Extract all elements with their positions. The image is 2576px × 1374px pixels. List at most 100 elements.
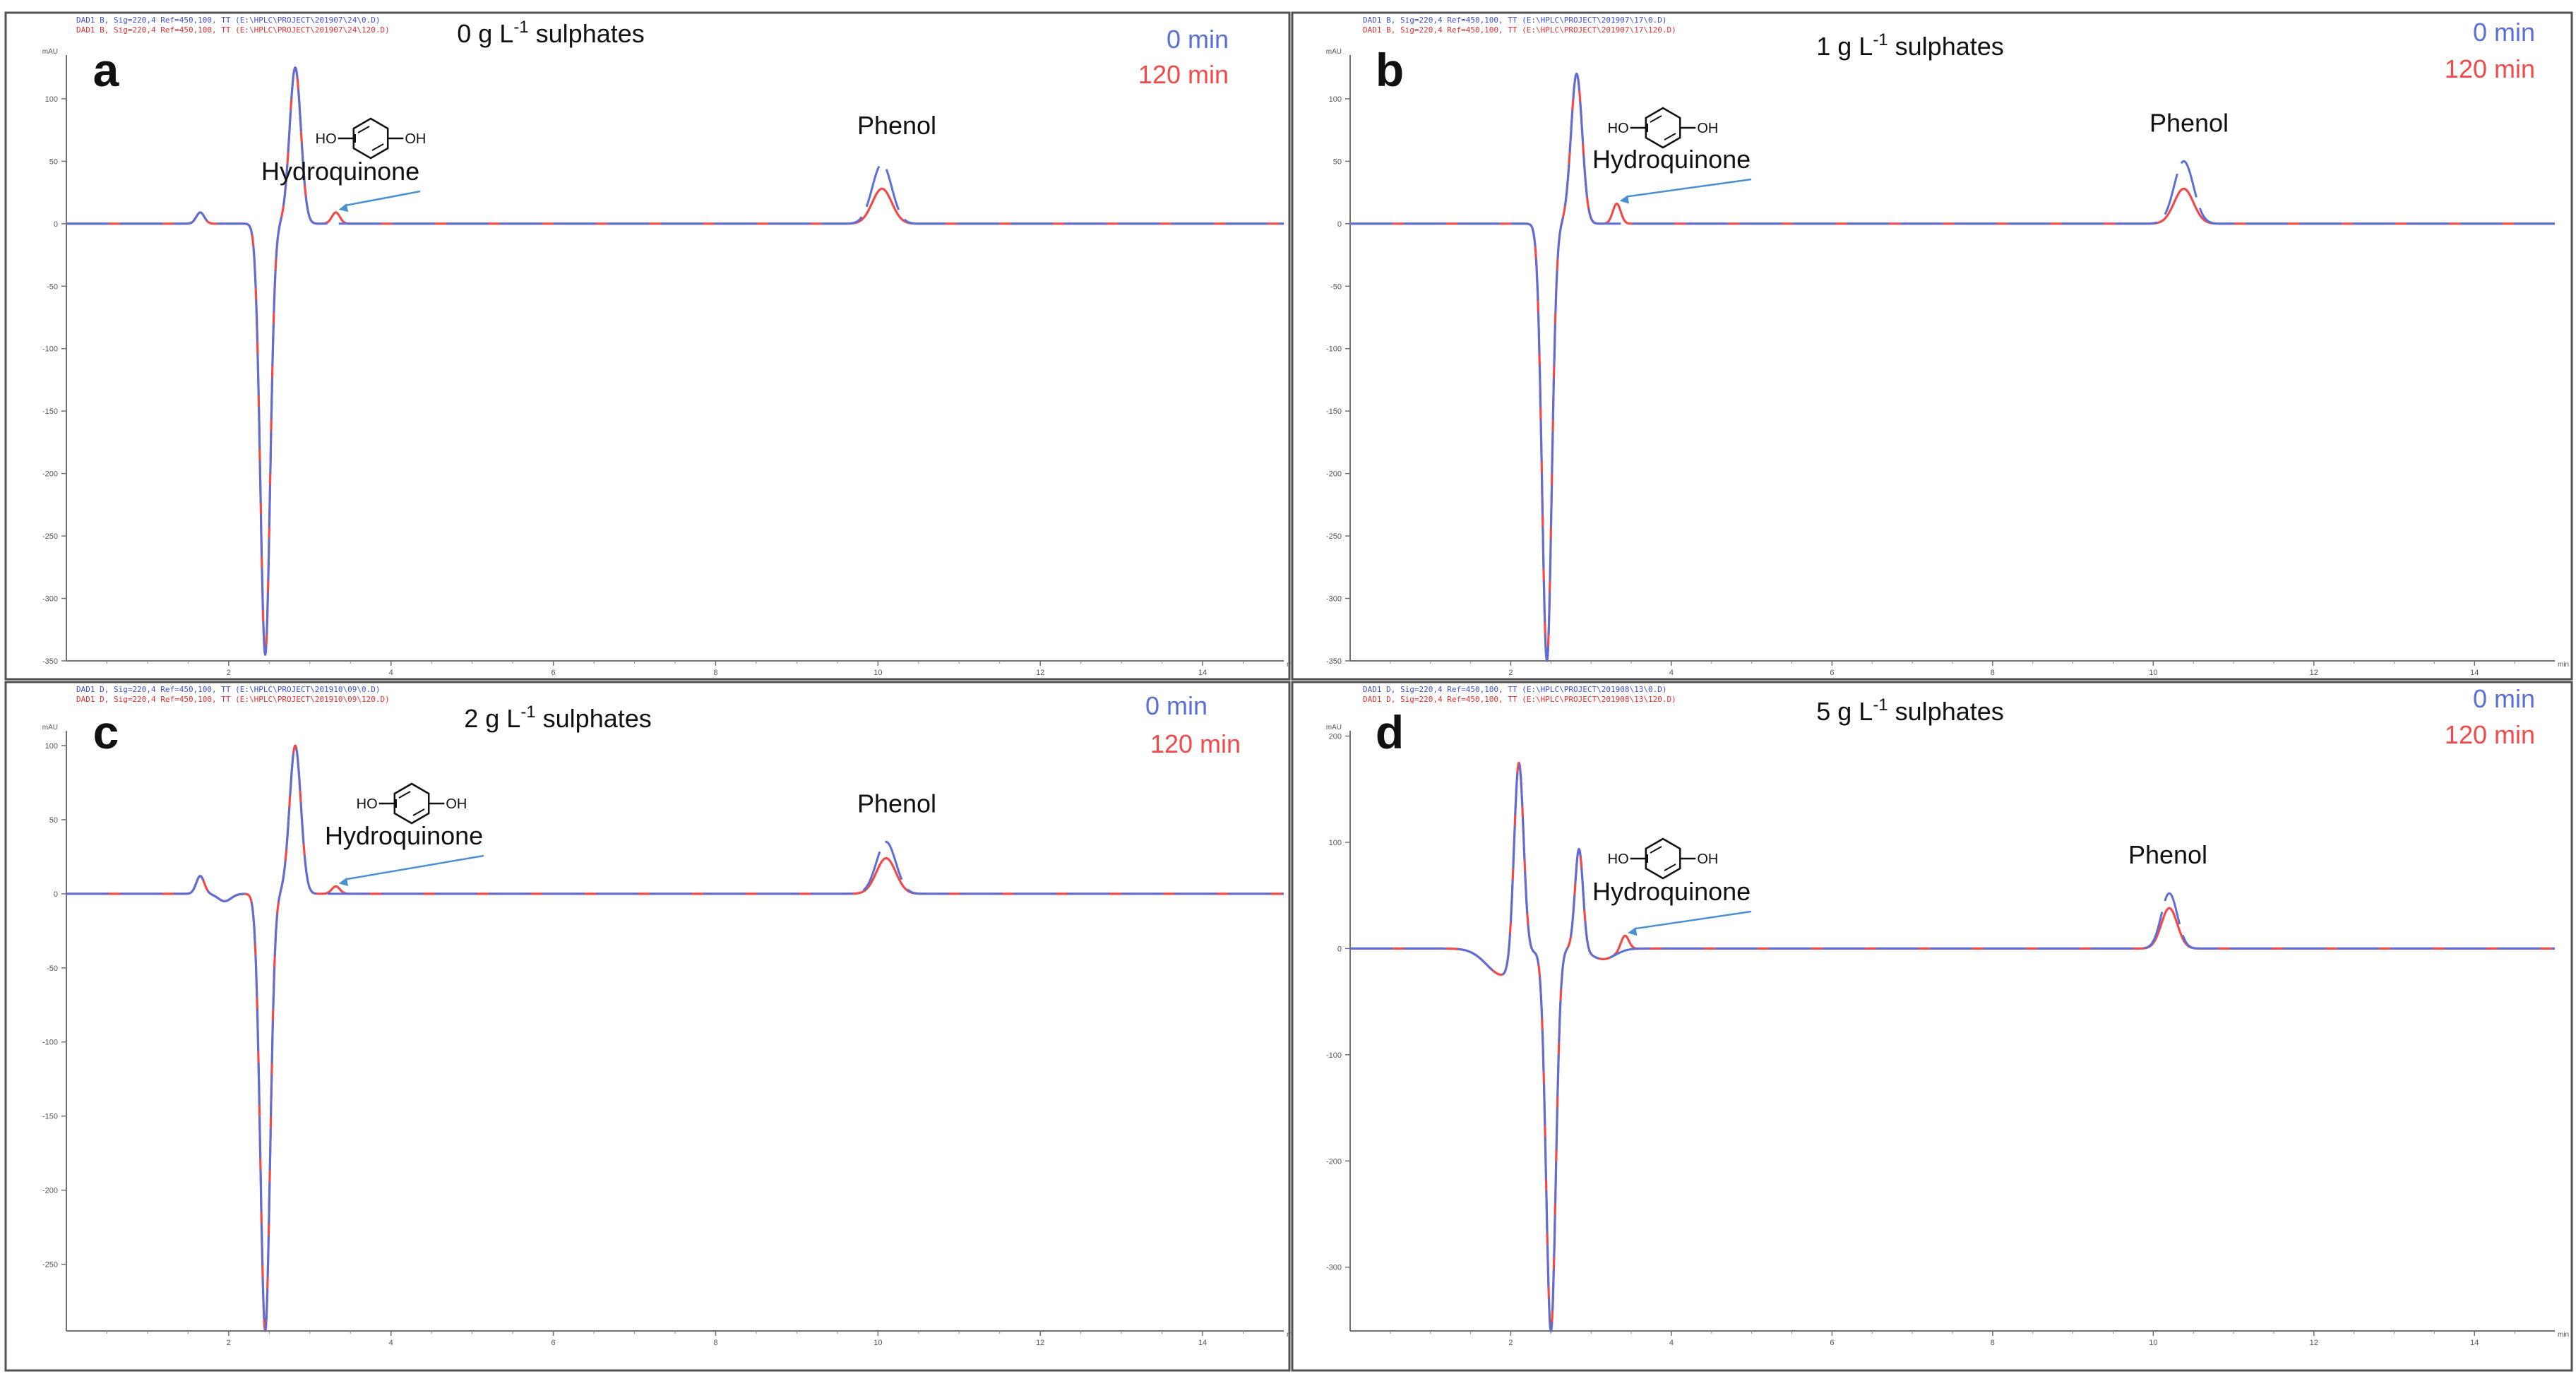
file-header-line: DAD1 D, Sig=220,4 Ref=450,100, TT (E:\HP… <box>76 685 380 694</box>
x-tick-label: 8 <box>1991 1339 1995 1347</box>
panel-frame <box>1291 681 2573 1372</box>
panel-title: 0 g L-1 sulphates <box>457 18 645 48</box>
hydroquinone-arrow <box>345 190 421 207</box>
x-tick-label: 12 <box>2310 669 2318 677</box>
y-tick-label: 0 <box>54 220 58 229</box>
hydroquinone-arrow-head <box>1619 195 1630 204</box>
x-tick-label: 2 <box>227 1339 231 1347</box>
y-tick-label: 100 <box>1329 95 1342 104</box>
chart-panel-c: DAD1 D, Sig=220,4 Ref=450,100, TT (E:\HP… <box>4 681 1298 1372</box>
y-tick-label: -100 <box>1326 345 1342 354</box>
title-superscript: -1 <box>1873 695 1888 715</box>
legend-120min: 120 min <box>2445 720 2535 749</box>
hydroquinone-structure: HO OH <box>316 117 426 160</box>
x-tick-label: 4 <box>389 669 393 677</box>
x-tick-label: 4 <box>389 1339 393 1347</box>
y-tick-label: -50 <box>47 282 58 291</box>
title-superscript: -1 <box>513 18 528 37</box>
hydroquinone-arrow <box>345 854 484 880</box>
panel-title: 5 g L-1 sulphates <box>1816 695 2004 726</box>
y-tick-label: -300 <box>1326 595 1342 604</box>
hydroquinone-arrow-head <box>338 203 349 213</box>
hydroquinone-label: Hydroquinone <box>261 157 419 186</box>
hydroquinone-arrow-head <box>338 878 349 886</box>
title-part: sulphates <box>536 704 652 733</box>
hydroquinone-label: Hydroquinone <box>325 821 483 850</box>
y-tick-label: 0 <box>1337 220 1342 229</box>
hydroquinone-arrow-head <box>1627 927 1638 936</box>
panel-frame <box>4 11 1291 681</box>
series-line-0min <box>1349 761 2556 1332</box>
x-tick-label: 14 <box>1198 669 1207 677</box>
file-header-line: DAD1 D, Sig=220,4 Ref=450,100, TT (E:\HP… <box>76 695 390 704</box>
ho-label: HO <box>357 796 378 812</box>
ho-label: HO <box>316 131 337 147</box>
y-tick-label: 100 <box>1329 839 1342 847</box>
oh-label: OH <box>1697 852 1718 867</box>
y-unit-label: mAU <box>1326 48 1342 56</box>
x-tick-label: 14 <box>1198 1339 1207 1347</box>
y-unit-label: mAU <box>1326 724 1342 731</box>
hydroquinone-structure: HO OH <box>357 782 467 825</box>
x-tick-label: 10 <box>2149 669 2157 677</box>
y-tick-label: -200 <box>1326 470 1342 479</box>
legend-120min: 120 min <box>1150 729 1241 758</box>
y-tick-label: -50 <box>47 964 58 973</box>
legend-0min: 0 min <box>1145 691 1208 720</box>
title-part: 2 g L <box>464 704 520 733</box>
y-tick-label: -200 <box>1326 1157 1342 1166</box>
ring-double-bond <box>357 126 370 133</box>
y-tick-label: -350 <box>42 657 58 666</box>
y-tick-label: -150 <box>42 1113 58 1121</box>
hydroquinone-arrow <box>1634 910 1752 930</box>
series-line-0min <box>66 66 1284 656</box>
y-unit-label: mAU <box>42 724 58 731</box>
y-tick-label: -350 <box>1326 657 1342 666</box>
x-tick-label: 8 <box>713 1339 717 1347</box>
x-unit-label: min <box>2558 1331 2569 1339</box>
ring-double-bond <box>371 143 384 151</box>
ring-double-bond <box>1650 115 1662 123</box>
benzene-ring <box>1645 107 1681 149</box>
y-tick-label: -50 <box>1330 282 1342 291</box>
y-tick-label: -100 <box>42 1039 58 1047</box>
y-tick-label: -250 <box>42 1261 58 1270</box>
hydroquinone-structure: HO OH <box>1608 837 1718 880</box>
y-tick-label: -250 <box>1326 532 1342 541</box>
panel-letter: d <box>1376 706 1404 758</box>
oh-label: OH <box>405 131 426 147</box>
title-part: 5 g L <box>1816 697 1873 726</box>
x-tick-label: 2 <box>1508 669 1513 677</box>
y-tick-label: -150 <box>1326 407 1342 416</box>
x-tick-label: 12 <box>1036 1339 1044 1347</box>
hydroquinone-label: Hydroquinone <box>1592 877 1751 906</box>
x-unit-label: min <box>2558 661 2569 669</box>
x-tick-label: 10 <box>873 1339 882 1347</box>
ring-double-bond <box>412 808 425 816</box>
phenol-label: Phenol <box>2149 108 2229 137</box>
title-part: 1 g L <box>1816 32 1873 61</box>
ring-double-bond <box>1664 864 1676 871</box>
x-tick-label: 8 <box>713 669 717 677</box>
oh-label: OH <box>1697 121 1718 136</box>
file-header-line: DAD1 B, Sig=220,4 Ref=450,100, TT (E:\HP… <box>76 25 390 35</box>
title-part: 0 g L <box>457 19 513 48</box>
y-tick-label: -250 <box>42 532 58 541</box>
x-tick-label: 14 <box>2470 1339 2479 1347</box>
x-tick-label: 6 <box>1830 1339 1834 1347</box>
file-header-line: DAD1 D, Sig=220,4 Ref=450,100, TT (E:\HP… <box>1363 695 1676 704</box>
x-tick-label: 6 <box>1830 669 1834 677</box>
y-tick-label: -200 <box>42 470 58 479</box>
panel-frame <box>1291 11 2573 681</box>
phenol-label: Phenol <box>857 789 936 818</box>
legend-120min: 120 min <box>1138 60 1229 89</box>
legend-0min: 0 min <box>1167 25 1229 54</box>
legend-0min: 0 min <box>2473 684 2535 713</box>
file-header-line: DAD1 B, Sig=220,4 Ref=450,100, TT (E:\HP… <box>1363 16 1666 25</box>
x-tick-label: 4 <box>1669 1339 1674 1347</box>
y-tick-label: -300 <box>1326 1264 1342 1272</box>
x-tick-label: 10 <box>2149 1339 2157 1347</box>
panel-letter: b <box>1376 44 1404 96</box>
y-tick-label: 200 <box>1329 733 1342 741</box>
ho-label: HO <box>1608 852 1629 867</box>
